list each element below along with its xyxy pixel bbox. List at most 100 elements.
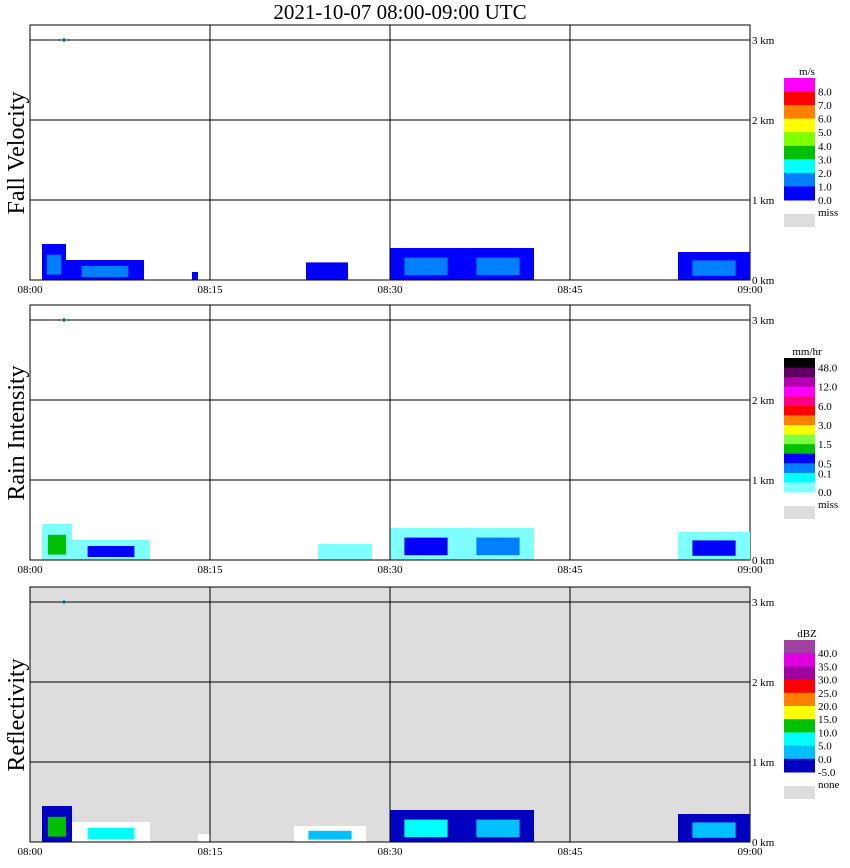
legend-missing-label: miss — [818, 499, 838, 511]
echo-core — [81, 266, 129, 277]
legend-swatch — [784, 425, 815, 436]
echo-cell — [192, 272, 198, 280]
legend-label: 3.0 — [818, 154, 832, 166]
legend-swatch — [784, 463, 815, 474]
y-tick-label: 3 km — [752, 315, 775, 327]
legend-label: 5.0 — [818, 127, 832, 139]
legend-label: 35.0 — [818, 661, 838, 673]
legend-missing-swatch — [784, 214, 815, 227]
y-tick-label: 3 km — [752, 35, 775, 47]
x-tick-label: 09:00 — [737, 846, 763, 858]
legend-swatch — [784, 640, 815, 654]
legend-label: 30.0 — [818, 675, 838, 687]
legend-swatch — [784, 679, 815, 694]
legend-label: 6.0 — [818, 114, 832, 126]
legend-label: 5.0 — [818, 741, 832, 753]
legend-swatch — [784, 386, 815, 397]
legend-label: 12.0 — [818, 382, 838, 394]
x-tick-label: 08:15 — [197, 564, 223, 576]
legend-label: 10.0 — [818, 727, 838, 739]
legend-missing-swatch — [784, 786, 815, 799]
legend-label: 0.1 — [818, 469, 832, 481]
legend-missing-label: none — [818, 779, 840, 791]
echo-core — [476, 537, 520, 556]
x-tick-label: 08:45 — [557, 564, 583, 576]
legend-label: 20.0 — [818, 701, 838, 713]
legend-label: 40.0 — [818, 648, 838, 660]
echo-core — [46, 254, 62, 275]
x-tick-label: 09:00 — [737, 284, 763, 296]
legend-missing-swatch — [784, 506, 815, 519]
legend-swatch — [784, 666, 815, 681]
legend-swatch — [784, 706, 815, 720]
legend-swatch — [784, 482, 815, 493]
echo-cell — [198, 834, 210, 842]
echo-core — [48, 816, 66, 837]
y-tick-label: 2 km — [752, 395, 775, 407]
legend-label: -5.0 — [818, 767, 836, 779]
legend-swatch — [784, 472, 815, 483]
x-tick-label: 08:30 — [377, 846, 403, 858]
legend-swatch — [784, 159, 815, 174]
legend-label: 8.0 — [818, 87, 832, 99]
echo-cell — [318, 544, 372, 560]
legend-swatch — [784, 405, 815, 416]
echo-core — [87, 828, 135, 839]
y-tick-label: 0 km — [752, 275, 775, 287]
x-tick-label: 08:00 — [17, 846, 43, 858]
legend-label: 0.0 — [818, 195, 832, 207]
echo-core — [404, 537, 448, 556]
legend-label: 2.0 — [818, 168, 832, 180]
echo-core — [404, 819, 448, 838]
x-tick-label: 08:30 — [377, 284, 403, 296]
legend-swatch — [784, 745, 815, 760]
echo-core — [476, 819, 520, 838]
legend-missing-label: miss — [818, 207, 838, 219]
legend-swatch — [784, 719, 815, 733]
chart-title: 2021-10-07 08:00-09:00 UTC — [273, 0, 527, 24]
legend-swatch — [784, 377, 815, 388]
echo-cell — [306, 262, 348, 280]
y-axis-label: Fall Velocity — [4, 92, 30, 215]
legend-swatch — [784, 105, 815, 120]
legend-swatch — [784, 358, 815, 369]
legend-unit: dBZ — [797, 628, 817, 640]
legend-swatch — [784, 172, 815, 187]
legend-swatch — [784, 653, 815, 667]
legend-swatch — [784, 91, 815, 106]
y-tick-label: 0 km — [752, 555, 775, 567]
legend-label: 6.0 — [818, 401, 832, 413]
x-tick-label: 08:00 — [17, 284, 43, 296]
x-tick-label: 08:45 — [557, 284, 583, 296]
y-tick-label: 2 km — [752, 677, 775, 689]
legend-swatch — [784, 444, 815, 455]
echo-core — [692, 540, 736, 556]
y-tick-label: 0 km — [752, 837, 775, 849]
legend-swatch — [784, 78, 815, 93]
y-tick-label: 2 km — [752, 115, 775, 127]
x-tick-label: 09:00 — [737, 564, 763, 576]
legend-label: 48.0 — [818, 363, 838, 375]
x-tick-label: 08:15 — [197, 846, 223, 858]
legend-swatch — [784, 132, 815, 147]
legend-label: 1.5 — [818, 439, 832, 451]
y-tick-label: 1 km — [752, 195, 775, 207]
legend-label: 4.0 — [818, 141, 832, 153]
legend-swatch — [784, 367, 815, 378]
echo-core — [87, 546, 135, 557]
legend-label: 25.0 — [818, 688, 838, 700]
x-tick-label: 08:00 — [17, 564, 43, 576]
legend-swatch — [784, 396, 815, 407]
echo-core — [308, 830, 352, 840]
x-tick-label: 08:30 — [377, 564, 403, 576]
y-tick-label: 1 km — [752, 757, 775, 769]
legend-swatch — [784, 145, 815, 160]
legend-label: 1.0 — [818, 181, 832, 193]
legend-label: 7.0 — [818, 100, 832, 112]
legend-label: 0.0 — [818, 754, 832, 766]
legend-unit: mm/hr — [792, 346, 822, 358]
legend-label: 15.0 — [818, 714, 838, 726]
y-tick-label: 1 km — [752, 475, 775, 487]
echo-core — [48, 534, 66, 555]
